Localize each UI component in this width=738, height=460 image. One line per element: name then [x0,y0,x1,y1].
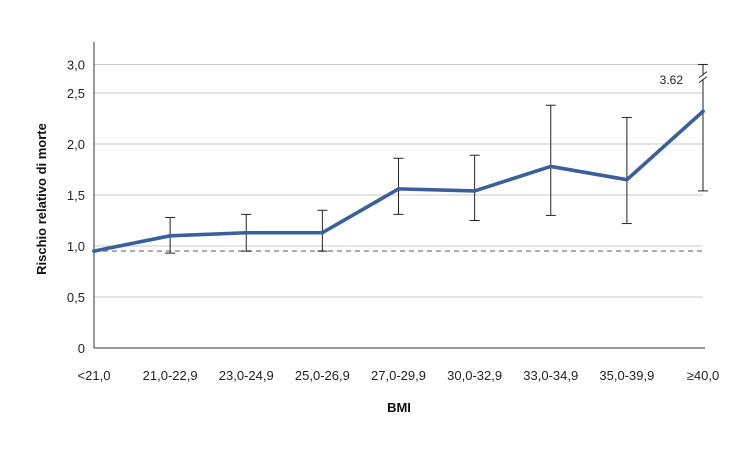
x-tick-label: 35,0-39,9 [599,368,654,383]
y-tick-label: 0,5 [67,290,85,305]
x-tick-label: 30,0-32,9 [447,368,502,383]
x-tick-label: 33,0-34,9 [523,368,578,383]
series-line-layer [92,109,705,253]
data-point [92,249,96,253]
annotation-layer: 3.62 [660,73,684,87]
axis-layer [93,42,705,349]
x-tick-label: 23,0-24,9 [219,368,274,383]
y-tick-label: 2,5 [67,86,85,101]
y-tick-label: 1,0 [67,239,85,254]
error-bar-layer [165,63,708,254]
data-point [320,230,325,235]
y-tick-label: 3,0 [67,57,85,72]
x-axis-title: BMI [387,400,411,415]
y-tick-label: 0 [78,341,85,356]
data-point [168,234,172,238]
x-tick-label: 25,0-26,9 [295,368,350,383]
y-tick-label: 2,0 [67,137,85,152]
x-tick-label: ≥40,0 [687,368,719,383]
data-point [701,109,705,114]
data-point [396,187,401,191]
x-tick-label: <21,0 [78,368,111,383]
data-point [244,230,249,235]
data-point [472,189,477,193]
axis-break-mark [698,71,708,79]
y-tick-label: 1,5 [67,188,85,203]
tick-label-layer: 0 0,5 1,0 1,5 2,0 2,5 3,0 <21,0 21,0-22,9 23,0-24… [67,57,719,383]
axis-break-mark [698,76,708,84]
data-point [548,164,553,169]
x-tick-label: 27,0-29,9 [371,368,426,383]
x-tick-label: 21,0-22,9 [143,368,198,383]
y-axis-title: Rischio relativo di morte [34,123,49,275]
data-point [625,177,629,182]
annotation-label: 3.62 [660,73,684,87]
